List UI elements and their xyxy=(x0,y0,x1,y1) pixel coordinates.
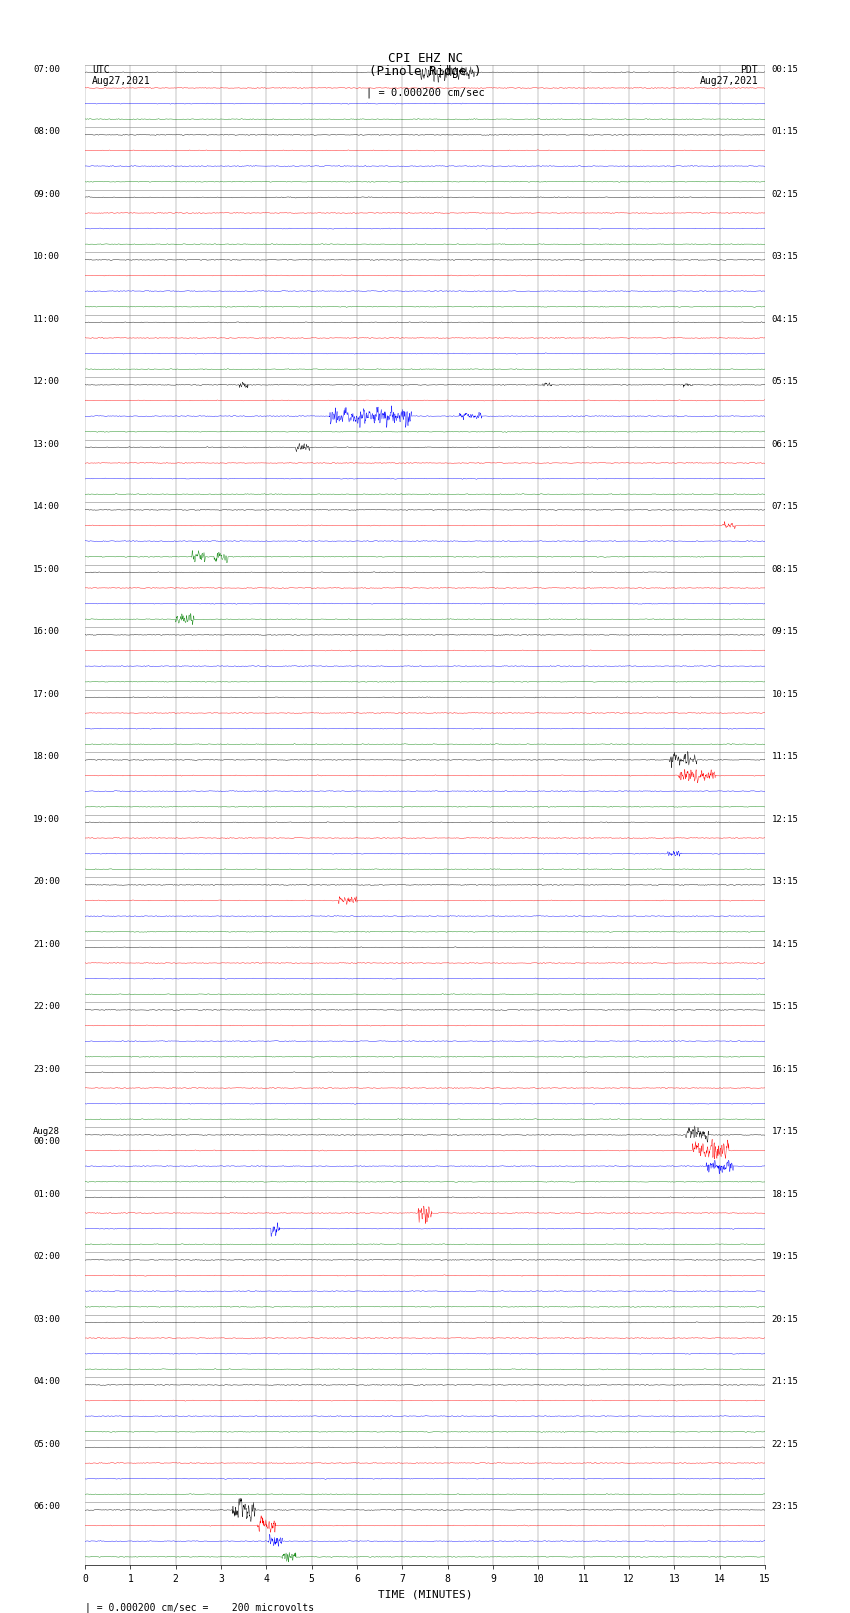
Text: 10:00: 10:00 xyxy=(33,252,60,261)
Text: 12:15: 12:15 xyxy=(772,815,799,824)
Text: 22:15: 22:15 xyxy=(772,1439,799,1448)
Text: 22:00: 22:00 xyxy=(33,1002,60,1011)
Text: 09:00: 09:00 xyxy=(33,189,60,198)
Text: 19:15: 19:15 xyxy=(772,1252,799,1261)
Text: 21:00: 21:00 xyxy=(33,939,60,948)
Text: 15:15: 15:15 xyxy=(772,1002,799,1011)
Text: 10:15: 10:15 xyxy=(772,690,799,698)
Text: 01:15: 01:15 xyxy=(772,127,799,135)
Text: 13:15: 13:15 xyxy=(772,877,799,886)
Text: 02:00: 02:00 xyxy=(33,1252,60,1261)
Text: 00:15: 00:15 xyxy=(772,65,799,74)
Text: 04:00: 04:00 xyxy=(33,1378,60,1386)
Text: 09:15: 09:15 xyxy=(772,627,799,636)
Text: 03:15: 03:15 xyxy=(772,252,799,261)
Text: 18:15: 18:15 xyxy=(772,1190,799,1198)
Text: CPI EHZ NC: CPI EHZ NC xyxy=(388,52,462,65)
Text: 08:15: 08:15 xyxy=(772,565,799,574)
Text: 15:00: 15:00 xyxy=(33,565,60,574)
Text: 02:15: 02:15 xyxy=(772,189,799,198)
Text: 03:00: 03:00 xyxy=(33,1315,60,1324)
Text: 20:00: 20:00 xyxy=(33,877,60,886)
Text: 05:15: 05:15 xyxy=(772,377,799,386)
Text: 20:15: 20:15 xyxy=(772,1315,799,1324)
Text: 07:15: 07:15 xyxy=(772,502,799,511)
Text: 12:00: 12:00 xyxy=(33,377,60,386)
Text: 07:00: 07:00 xyxy=(33,65,60,74)
Text: 14:15: 14:15 xyxy=(772,939,799,948)
Text: 11:00: 11:00 xyxy=(33,315,60,324)
Text: | = 0.000200 cm/sec: | = 0.000200 cm/sec xyxy=(366,65,484,98)
Text: 18:00: 18:00 xyxy=(33,752,60,761)
Text: 17:15: 17:15 xyxy=(772,1127,799,1136)
Text: 14:00: 14:00 xyxy=(33,502,60,511)
Text: 01:00: 01:00 xyxy=(33,1190,60,1198)
Text: 04:15: 04:15 xyxy=(772,315,799,324)
Text: Aug28
00:00: Aug28 00:00 xyxy=(33,1127,60,1147)
X-axis label: TIME (MINUTES): TIME (MINUTES) xyxy=(377,1589,473,1598)
Text: 16:15: 16:15 xyxy=(772,1065,799,1074)
Text: 23:15: 23:15 xyxy=(772,1502,799,1511)
Text: UTC
Aug27,2021: UTC Aug27,2021 xyxy=(92,65,150,85)
Text: 06:00: 06:00 xyxy=(33,1502,60,1511)
Text: 13:00: 13:00 xyxy=(33,440,60,448)
Text: 17:00: 17:00 xyxy=(33,690,60,698)
Text: 21:15: 21:15 xyxy=(772,1378,799,1386)
Text: 23:00: 23:00 xyxy=(33,1065,60,1074)
Text: 08:00: 08:00 xyxy=(33,127,60,135)
Text: 05:00: 05:00 xyxy=(33,1439,60,1448)
Text: 06:15: 06:15 xyxy=(772,440,799,448)
Text: (Pinole Ridge ): (Pinole Ridge ) xyxy=(369,65,481,77)
Text: PDT
Aug27,2021: PDT Aug27,2021 xyxy=(700,65,758,85)
Text: 19:00: 19:00 xyxy=(33,815,60,824)
Text: 16:00: 16:00 xyxy=(33,627,60,636)
Text: | = 0.000200 cm/sec =    200 microvolts: | = 0.000200 cm/sec = 200 microvolts xyxy=(85,1602,314,1613)
Text: 11:15: 11:15 xyxy=(772,752,799,761)
